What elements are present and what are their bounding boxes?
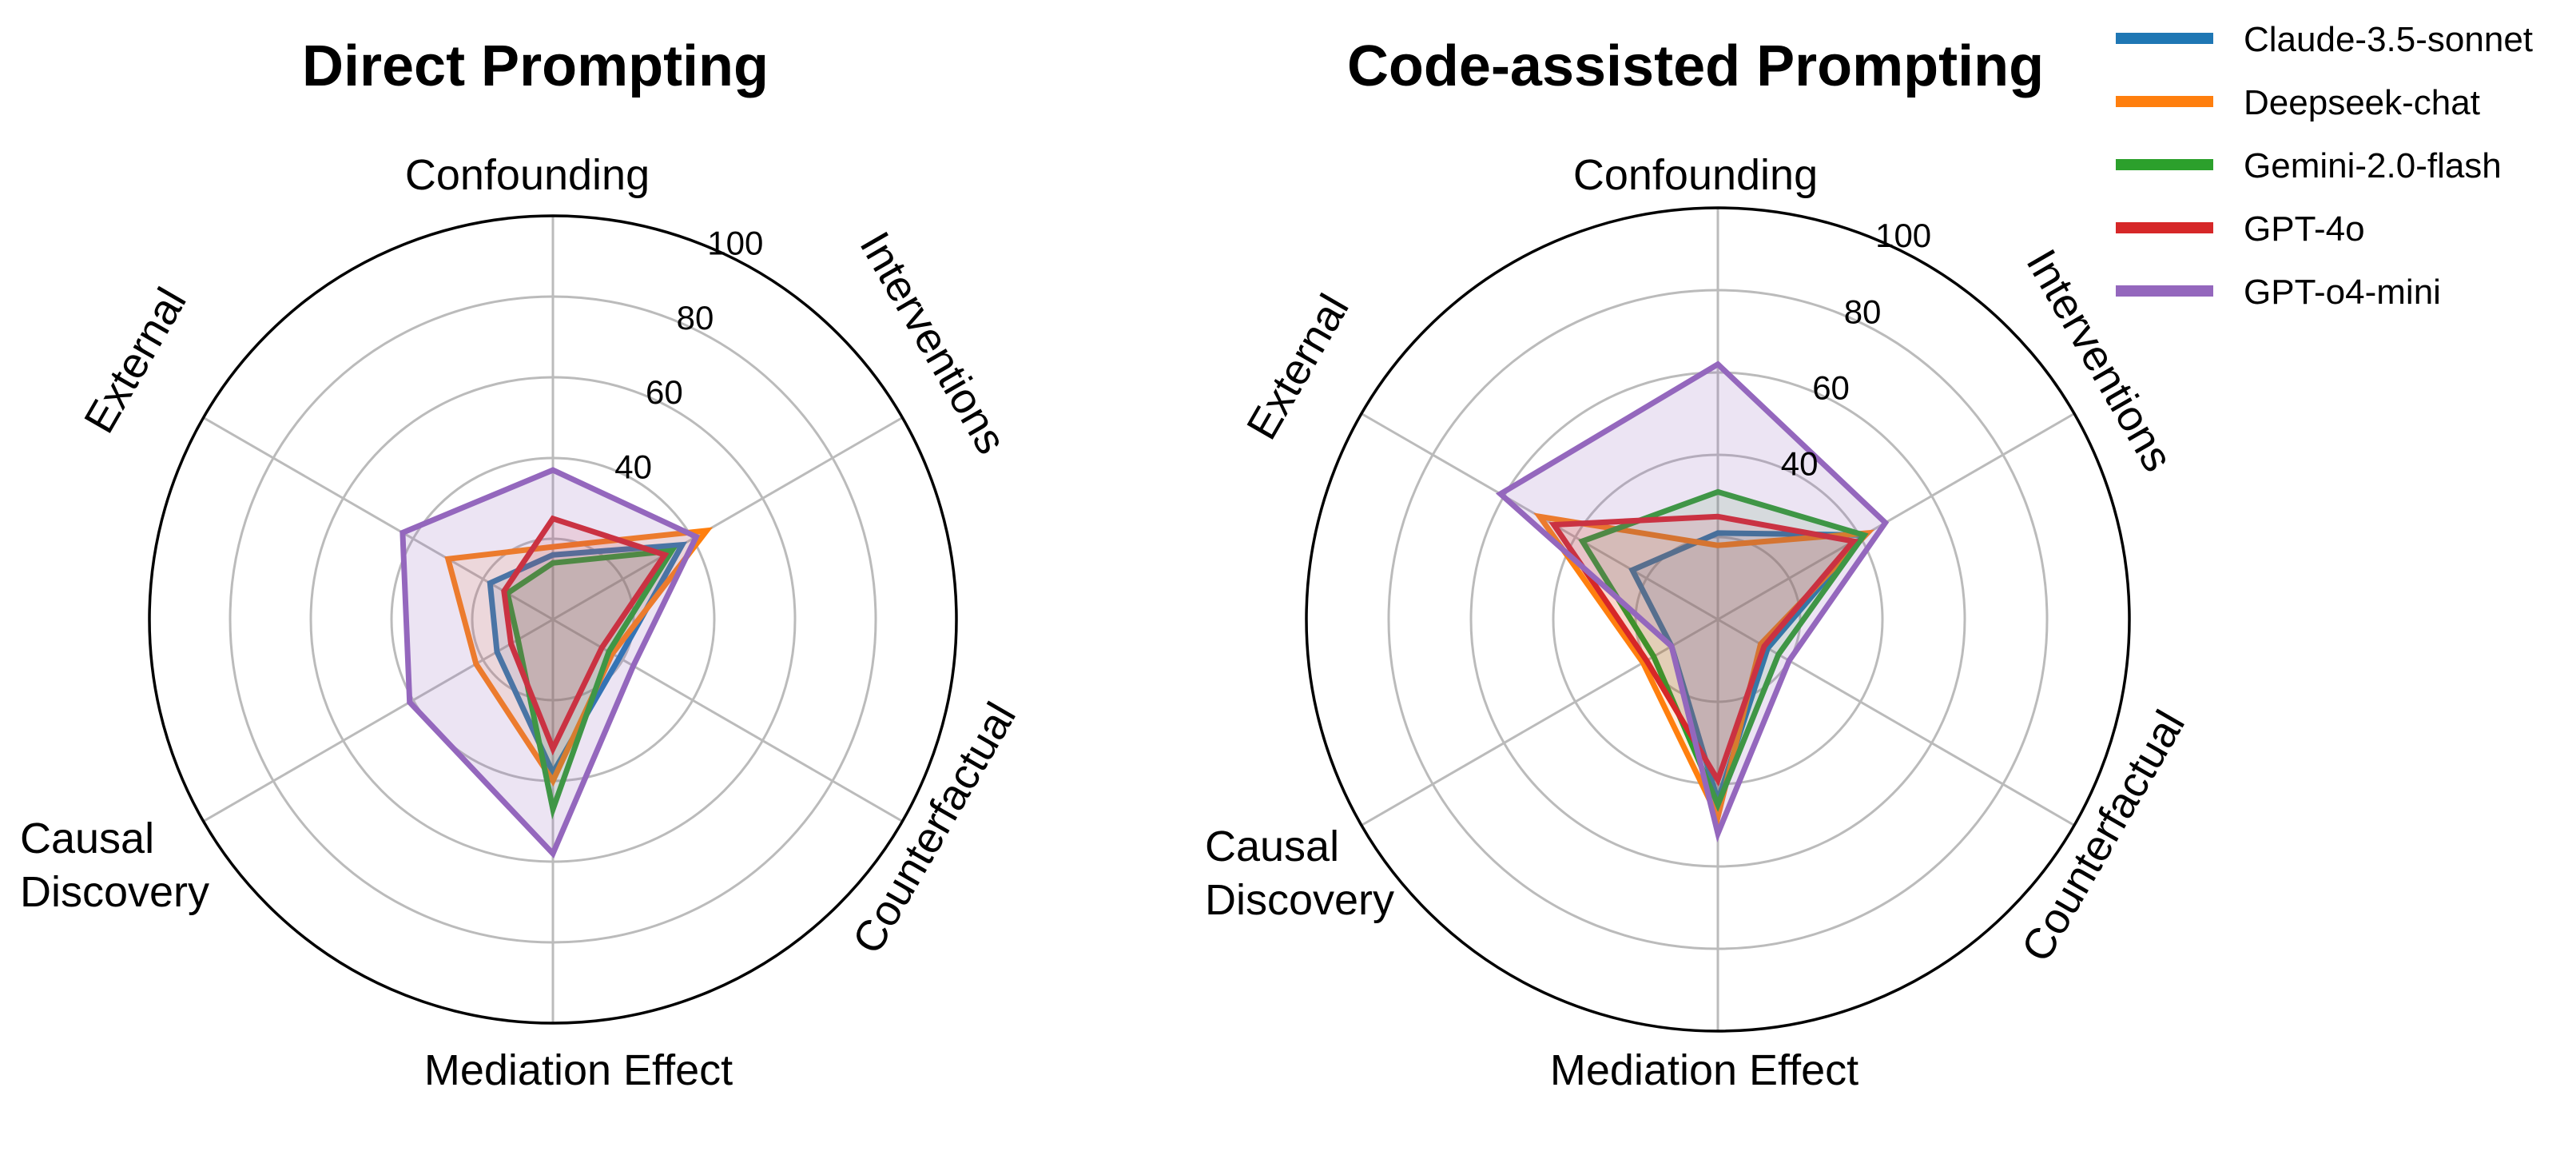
- spoke-line: [1717, 412, 2075, 621]
- radial-tick-80: 80: [677, 299, 714, 337]
- radial-tick-40: 40: [1781, 445, 1819, 483]
- axis-label-interventions: Interventions: [850, 224, 1016, 462]
- outer-ring: [148, 214, 958, 1025]
- axis-label-confounding: Confounding: [1573, 151, 1818, 199]
- spoke-line: [552, 416, 904, 621]
- radial-tick-40: 40: [614, 448, 652, 485]
- spoke-line: [1361, 618, 1719, 826]
- axis-label-external: External: [75, 280, 196, 441]
- radial-tick-100: 100: [707, 224, 763, 261]
- outer-ring: [1305, 206, 2131, 1033]
- axis-label-discovery: Discovery: [1205, 876, 1394, 924]
- series-gemini-2-0-flash: [1578, 488, 1869, 812]
- legend-item-claude-3-5-sonnet: Claude-3.5-sonnet: [2116, 20, 2533, 59]
- legend-item-gpt-o4-mini: GPT-o4-mini: [2116, 273, 2441, 312]
- series-layer: [400, 467, 714, 859]
- axis-label-confounding: Confounding: [405, 151, 650, 199]
- legend-item-gemini-2-0-flash: Gemini-2.0-flash: [2116, 146, 2502, 185]
- axis-label-counterfactual: Counterfactual: [844, 695, 1026, 962]
- code-assisted-prompting-chart: Code-assisted Prompting 40 60 80 100 Confou…: [1205, 34, 2194, 1094]
- series-deepseek-chat: [1533, 512, 1875, 826]
- legend-label: GPT-4o: [2244, 209, 2365, 249]
- series-gpt-4o: [1548, 513, 1859, 787]
- series-gpt-4o: [501, 515, 670, 756]
- axis-label-causal: Causal: [20, 815, 154, 862]
- axis-label-counterfactual: Counterfactual: [2013, 703, 2195, 970]
- axis-label-interventions: Interventions: [2017, 241, 2182, 480]
- legend-label: Gemini-2.0-flash: [2244, 146, 2502, 185]
- radial-tick-labels: 40 60 80 100: [614, 224, 763, 485]
- legend-item-gpt-4o: GPT-4o: [2116, 209, 2365, 249]
- radial-tick-100: 100: [1875, 217, 1931, 254]
- legend-label: Deepseek-chat: [2244, 83, 2480, 122]
- legend-label: Claude-3.5-sonnet: [2244, 20, 2533, 59]
- axis-label-mediation-effect: Mediation Effect: [1550, 1046, 1858, 1094]
- legend: Claude-3.5-sonnet Deepseek-chat Gemini-2.0…: [2116, 20, 2533, 312]
- axis-label-causal: Causal: [1205, 822, 1339, 870]
- axis-label-discovery: Discovery: [20, 868, 209, 916]
- radial-tick-60: 60: [1812, 369, 1850, 407]
- radial-tick-60: 60: [646, 373, 683, 411]
- legend-label: GPT-o4-mini: [2244, 273, 2441, 312]
- series-gpt-o4-mini: [1496, 360, 1890, 843]
- legend-item-deepseek-chat: Deepseek-chat: [2116, 83, 2480, 122]
- direct-prompting-chart: Direct Prompting 40 60 80 100 Confounding I…: [20, 34, 1025, 1094]
- radar-grid: [1305, 206, 2131, 1033]
- chart-title-direct: Direct Prompting: [302, 34, 769, 98]
- series-gpt-o4-mini: [400, 467, 701, 859]
- axis-label-external: External: [1238, 286, 1358, 448]
- axis-label-mediation-effect: Mediation Effect: [424, 1046, 733, 1094]
- spoke-line: [202, 416, 554, 621]
- radial-tick-80: 80: [1844, 293, 1882, 330]
- radial-tick-labels: 40 60 80 100: [1781, 217, 1931, 483]
- series-layer: [1496, 360, 1890, 843]
- chart-title-code-assisted: Code-assisted Prompting: [1347, 34, 2044, 98]
